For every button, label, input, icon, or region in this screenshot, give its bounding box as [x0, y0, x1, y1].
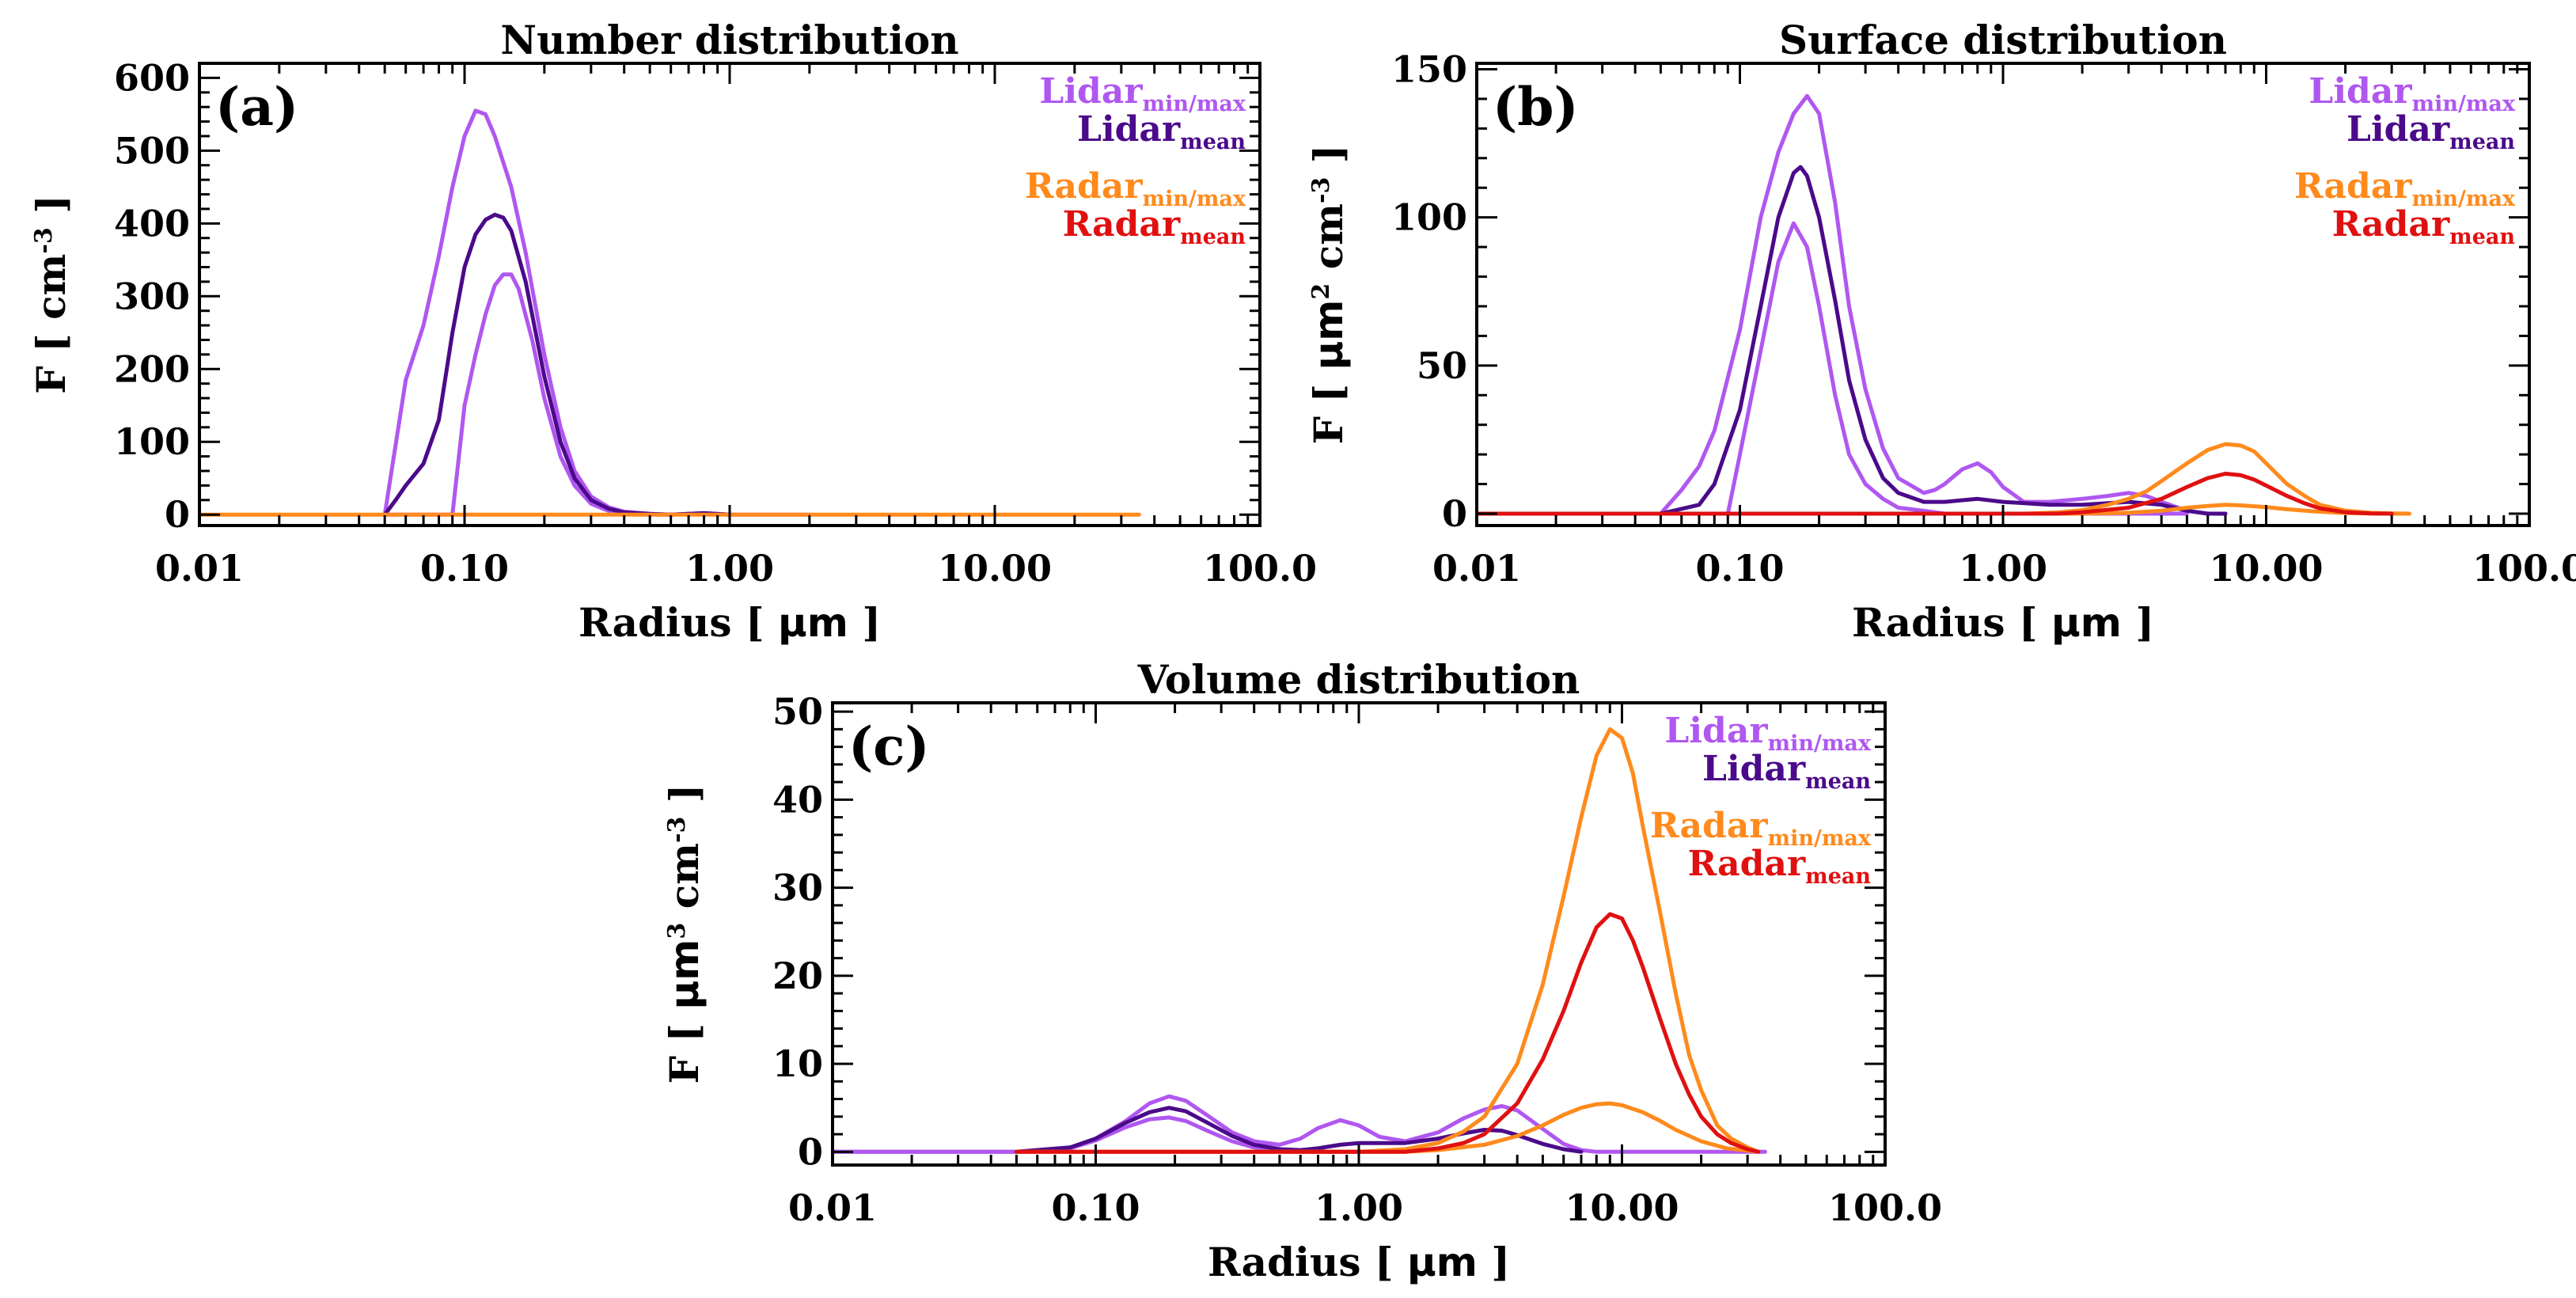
y-tick-label: 500 [114, 129, 190, 172]
panel-c: 0.01 0.10 1.00 10.00 100.0 Radius [ μm ] 0 10 20… [661, 656, 1942, 1285]
x-tick-label: 1.00 [1959, 547, 2047, 590]
legend-entry-radar-minmax: Radarmin/max [1650, 806, 1872, 851]
series-line-radar-minmax-3 [1014, 727, 1761, 1154]
legend-entry-radar-mean: Radarmean [1688, 844, 1872, 889]
series-line-radar-minmax-3 [1477, 442, 2411, 516]
series-line-lidar-minmax-0 [382, 108, 812, 517]
legend-entry-lidar-minmax: Lidarmin/max [2309, 71, 2515, 116]
legend-entry-radar-minmax: Radarmin/max [1025, 166, 1246, 211]
x-tick-label: 0.10 [1695, 547, 1784, 590]
legend-entry-radar-mean: Radarmean [2332, 204, 2516, 249]
x-axis-label: Radius [ μm ] [1208, 1239, 1510, 1285]
series-group [1477, 93, 2411, 516]
series-line-lidar-minmax-1 [1658, 221, 2189, 516]
y-tick-label: 0 [798, 1130, 823, 1173]
legend-entry-radar-minmax: Radarmin/max [2294, 166, 2516, 211]
series-line-lidar-minmax-0 [833, 1094, 1767, 1154]
x-tick-label: 0.01 [788, 1186, 877, 1229]
panel-label: (c) [848, 715, 930, 777]
y-tick-label: 30 [772, 867, 823, 909]
y-tick-label: 0 [1442, 492, 1467, 535]
y-tick-label: 0 [165, 493, 190, 536]
x-axis-label: Radius [ μm ] [1852, 599, 2154, 646]
y-tick-label: 200 [114, 347, 190, 390]
y-axis-label: F [ cm-3 ] [28, 195, 74, 394]
y-tick-label: 50 [772, 690, 823, 733]
series-line-radar-minmax-4 [1014, 1101, 1761, 1154]
legend-entry-radar-mean: Radarmean [1063, 204, 1246, 249]
y-axis-label: F [ μm3 cm-3 ] [661, 784, 708, 1084]
x-tick-label: 1.00 [685, 547, 774, 590]
x-tick-label: 1.00 [1315, 1186, 1403, 1229]
x-tick-label: 0.01 [155, 547, 244, 590]
panel-b: 0.01 0.10 1.00 10.00 100.0 Radius [ μm ] 0 50 10… [1305, 17, 2576, 646]
y-axis-label: F [ μm2 cm-3 ] [1305, 145, 1352, 445]
x-tick-label: 10.00 [1565, 1186, 1679, 1229]
y-tick-label: 20 [772, 955, 823, 997]
legend-entry-lidar-mean: Lidarmean [1077, 109, 1246, 154]
panel-label: (b) [1493, 76, 1579, 138]
chart-title: Number distribution [500, 17, 958, 63]
series-group [833, 727, 1767, 1154]
x-axis-label: Radius [ μm ] [579, 599, 881, 646]
chart-title: Volume distribution [1137, 656, 1580, 703]
x-tick-label: 100.0 [1828, 1186, 1942, 1229]
y-tick-label: 10 [772, 1042, 823, 1085]
series-line-lidar-minmax-0 [1658, 93, 2228, 516]
legend-entry-lidar-minmax: Lidarmin/max [1039, 71, 1246, 116]
series-line-lidar-mean-2 [1014, 1106, 1584, 1154]
y-tick-label: 600 [114, 56, 190, 99]
x-tick-label: 0.01 [1432, 547, 1521, 590]
y-tick-label: 150 [1391, 47, 1467, 90]
y-tick-label: 100 [114, 420, 190, 463]
series-line-lidar-mean-2 [1658, 165, 2228, 516]
series-group [199, 108, 1141, 517]
x-tick-label: 100.0 [2472, 547, 2576, 590]
y-tick-label: 40 [772, 778, 823, 821]
x-tick-label: 100.0 [1203, 547, 1317, 590]
chart-title: Surface distribution [1779, 17, 2227, 63]
y-tick-label: 100 [1391, 196, 1467, 239]
series-line-radar-mean-5 [1477, 472, 2394, 516]
legend-entry-lidar-mean: Lidarmean [1702, 749, 1871, 794]
y-tick-label: 50 [1417, 344, 1467, 387]
x-tick-label: 10.00 [938, 547, 1052, 590]
x-tick-label: 0.10 [420, 547, 509, 590]
panel-a: 0.01 0.10 1.00 10.00 100.0 Radius [ μm ] 0 100 2… [28, 17, 1317, 646]
panel-label: (a) [215, 76, 298, 138]
legend-entry-lidar-mean: Lidarmean [2346, 109, 2515, 154]
legend-entry-lidar-minmax: Lidarmin/max [1664, 711, 1871, 756]
series-line-radar-mean-5 [1014, 912, 1761, 1154]
series-line-lidar-minmax-1 [382, 272, 732, 517]
x-tick-label: 0.10 [1051, 1186, 1140, 1229]
x-tick-label: 10.00 [2209, 547, 2323, 590]
y-tick-label: 300 [114, 275, 190, 317]
y-tick-label: 400 [114, 202, 190, 245]
